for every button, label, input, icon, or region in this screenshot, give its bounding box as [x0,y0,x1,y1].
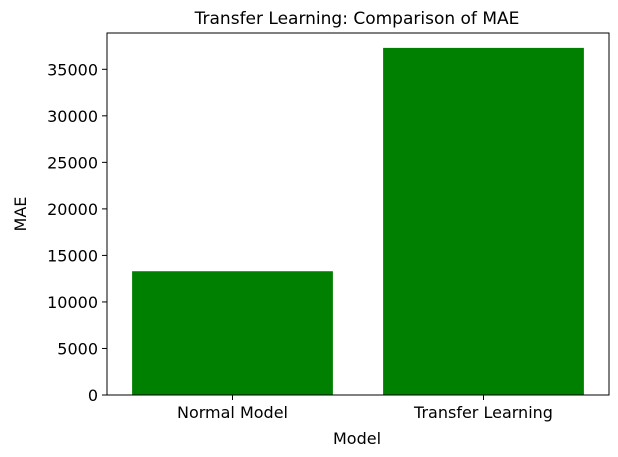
y-tick-label: 0 [88,386,98,405]
x-axis-label: Model [333,429,381,448]
y-tick-label: 5000 [57,339,98,358]
y-tick-label: 20000 [47,200,98,219]
bar-transfer-learning [383,47,584,395]
y-tick-label: 15000 [47,246,98,265]
x-tick-label: Transfer Learning [413,403,553,422]
y-tick-label: 30000 [47,107,98,126]
bars-group [132,47,584,395]
chart-title: Transfer Learning: Comparison of MAE [194,9,520,29]
plot-frame [106,32,610,396]
x-axis-ticks: Normal Model Transfer Learning [177,395,553,422]
bar-normal-model [132,271,333,395]
y-tick-label: 35000 [47,60,98,79]
y-tick-label: 25000 [47,153,98,172]
x-tick-label: Normal Model [177,403,288,422]
y-axis-ticks: 0 5000 10000 15000 20000 25000 30000 35000 [47,60,107,405]
y-axis-label: MAE [11,197,30,232]
y-tick-label: 10000 [47,293,98,312]
